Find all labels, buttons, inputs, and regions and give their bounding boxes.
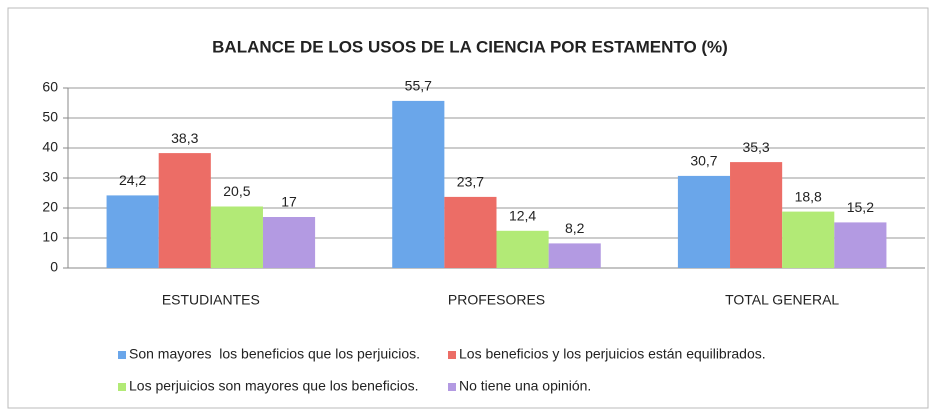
data-label: 35,3 — [742, 139, 769, 155]
legend-label: Son mayores los beneficios que los perju… — [129, 346, 420, 362]
y-tick-label: 50 — [42, 109, 58, 125]
legend-label: Los beneficios y los perjuicios están eq… — [459, 346, 766, 362]
legend-swatch — [448, 351, 456, 359]
legend-label: No tiene una opinión. — [459, 378, 591, 394]
y-tick-label: 30 — [42, 169, 58, 185]
x-tick-label: TOTAL GENERAL — [725, 292, 839, 308]
bar — [548, 243, 601, 268]
bar — [392, 100, 445, 269]
data-label: 17 — [281, 194, 297, 210]
y-tick-label: 40 — [42, 139, 58, 155]
bar — [262, 217, 316, 268]
bar — [444, 196, 497, 268]
y-tick-label: 60 — [42, 79, 58, 95]
data-label: 15,2 — [847, 199, 874, 215]
y-tick-label: 20 — [42, 199, 58, 215]
y-tick-label: 0 — [50, 259, 58, 275]
data-label: 18,8 — [795, 188, 822, 204]
bar — [677, 175, 731, 268]
bar — [834, 222, 887, 268]
data-label: 8,2 — [565, 220, 585, 236]
data-label: 55,7 — [405, 78, 432, 94]
data-label: 23,7 — [457, 174, 484, 190]
x-tick-label: ESTUDIANTES — [162, 292, 260, 308]
bar — [210, 206, 263, 268]
data-label: 30,7 — [690, 153, 717, 169]
bar — [730, 162, 783, 268]
data-label: 24,2 — [119, 172, 146, 188]
x-tick-label: PROFESORES — [448, 292, 545, 308]
legend-swatch — [118, 351, 126, 359]
bar — [782, 211, 835, 268]
chart-title: BALANCE DE LOS USOS DE LA CIENCIA POR ES… — [212, 37, 728, 56]
legend-swatch — [448, 383, 456, 391]
legend-swatch — [118, 383, 126, 391]
bar — [158, 153, 211, 268]
data-label: 20,5 — [223, 183, 250, 199]
legend-label: Los perjuicios son mayores que los benef… — [129, 378, 419, 394]
data-label: 38,3 — [171, 130, 198, 146]
bar — [106, 195, 159, 268]
bar — [496, 230, 549, 268]
y-tick-label: 10 — [42, 229, 58, 245]
data-label: 12,4 — [509, 208, 536, 224]
